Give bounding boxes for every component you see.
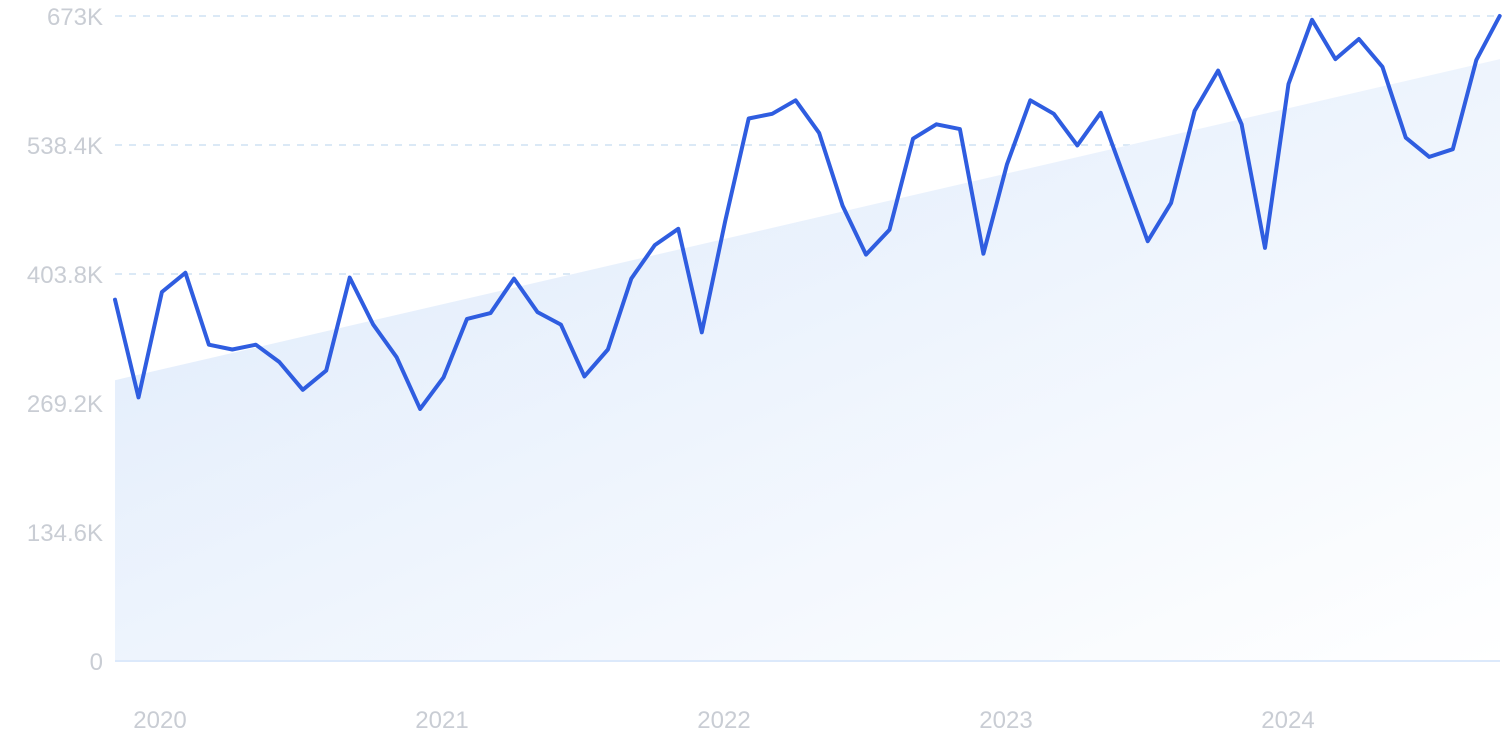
y-tick-label: 538.4K — [27, 133, 103, 160]
x-tick-label: 2021 — [415, 707, 468, 734]
x-tick-label: 2023 — [979, 707, 1032, 734]
series-line — [113, 14, 1502, 411]
y-tick-label: 134.6K — [27, 520, 103, 547]
x-tick-label: 2024 — [1261, 707, 1314, 734]
trend-area — [115, 59, 1500, 662]
x-tick-label: 2020 — [133, 707, 186, 734]
y-tick-label: 0 — [90, 649, 103, 676]
y-axis-tick-labels: 0 134.6K 269.2K 403.8K 538.4K 673K — [27, 4, 103, 676]
y-tick-label: 403.8K — [27, 262, 103, 289]
y-tick-label: 673K — [47, 4, 103, 31]
x-axis-tick-labels: 2020 2021 2022 2023 2024 — [133, 707, 1314, 734]
y-tick-label: 269.2K — [27, 391, 103, 418]
x-tick-label: 2022 — [697, 707, 750, 734]
trend-area-fill — [115, 59, 1500, 661]
series-line-layer — [113, 14, 1502, 411]
